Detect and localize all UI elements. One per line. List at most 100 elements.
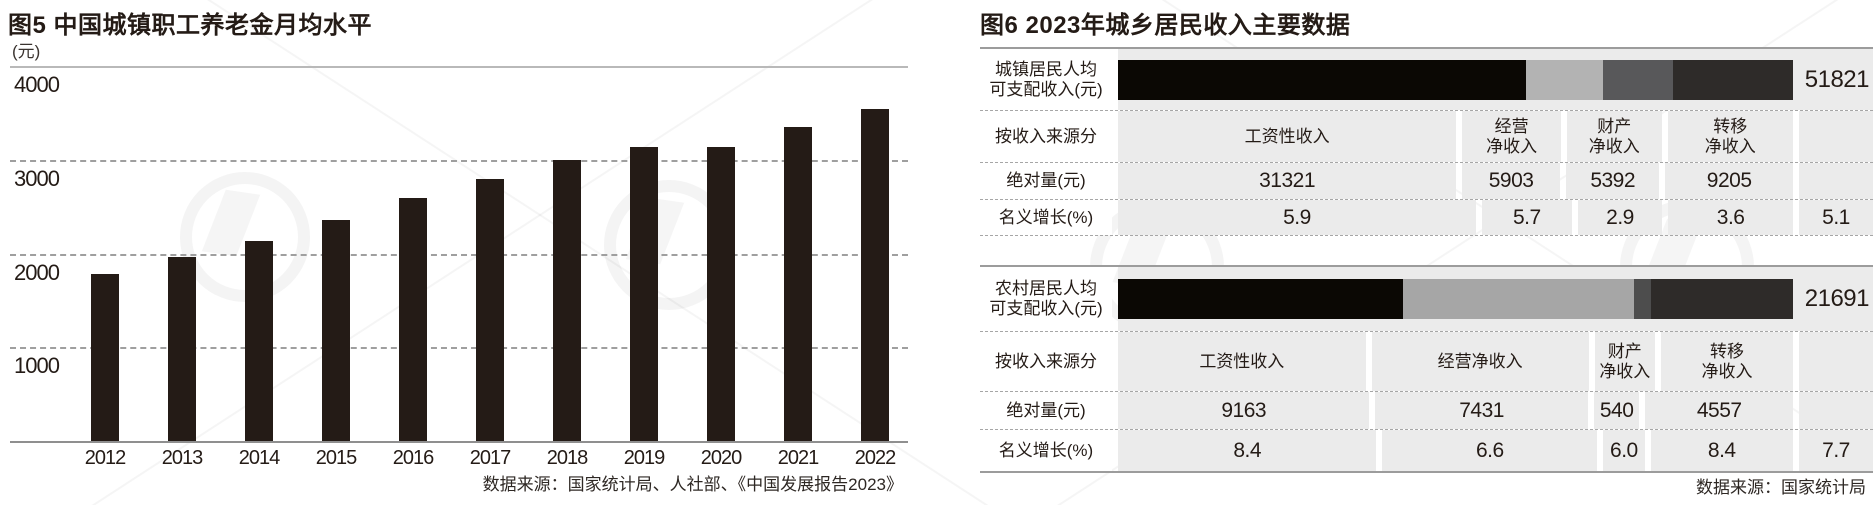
income-table: 城镇居民人均 可支配收入(元) 51821 按收入来源分 工资性收入 经营 净收入 财产 …	[980, 47, 1873, 473]
table-row: 按收入来源分 工资性收入 经营净收入 财产 净收入 转移 净收入	[980, 331, 1873, 391]
bar-segment	[1525, 59, 1603, 100]
bar-segment	[1118, 279, 1404, 319]
row-label: 城镇居民人均 可支配收入(元)	[980, 49, 1112, 110]
row-label: 农村居民人均 可支配收入(元)	[980, 267, 1112, 331]
bar-segment	[1651, 279, 1793, 319]
year-label: 2012	[84, 447, 127, 469]
table-row: 绝对量(元) 9163 7431 540 4557	[980, 391, 1873, 429]
income-table-chart: 图6 2023年城乡居民收入主要数据 城镇居民人均 可支配收入(元) 51821 按…	[980, 0, 1873, 505]
total-column-spacer	[1799, 332, 1873, 391]
grid-line	[10, 159, 908, 162]
row-label: 按收入来源分	[980, 111, 1112, 162]
row-label: 名义增长(%)	[980, 430, 1112, 471]
table-row: 名义增长(%) 8.4 6.6 6.0 8.4 7.7	[980, 429, 1873, 471]
total-value: 21691	[1804, 285, 1870, 312]
bar-2012	[91, 274, 119, 441]
bar-segment	[1403, 279, 1635, 319]
total-column-spacer	[1798, 163, 1873, 199]
cell-value: 9205	[1665, 163, 1793, 199]
total-column-spacer	[1799, 111, 1873, 162]
bar-2021	[784, 126, 812, 441]
column-header: 转移 净收入	[1667, 111, 1793, 162]
year-label: 2019	[623, 447, 666, 469]
cell-value: 4557	[1645, 392, 1793, 429]
y-axis-tick-label: 1000	[14, 353, 60, 379]
bar-2022	[861, 109, 889, 441]
year-label: 2022	[854, 447, 897, 469]
pension-bar-chart: 图5 中国城镇职工养老金月均水平 (元) 4000 3000 2000 1000 201…	[8, 12, 908, 494]
grid-line	[10, 347, 908, 350]
column-header: 经营净收入	[1371, 332, 1589, 391]
table-row: 按收入来源分 工资性收入 经营 净收入 财产 净收入 转移 净收入	[980, 110, 1873, 162]
stacked-bar-cell: 51821	[1118, 49, 1873, 110]
row-label: 按收入来源分	[980, 332, 1112, 391]
bar-2015	[322, 219, 350, 441]
y-axis-tick-label: 2000	[14, 259, 60, 285]
left-chart-title: 图5 中国城镇职工养老金月均水平	[8, 12, 373, 39]
x-axis-line	[10, 441, 908, 443]
right-chart-source: 数据来源：国家统计局	[1696, 478, 1866, 497]
bar-segment	[1118, 59, 1526, 100]
cell-value: 2.9	[1577, 200, 1663, 235]
cell-value: 6.6	[1382, 430, 1598, 471]
column-header: 转移 净收入	[1661, 332, 1793, 391]
table-row: 名义增长(%) 5.9 5.7 2.9 3.6 5.1	[980, 199, 1873, 235]
bar-2019	[630, 146, 658, 441]
table-row: 城镇居民人均 可支配收入(元) 51821	[980, 49, 1873, 110]
year-label: 2016	[392, 447, 435, 469]
cell-value: 8.4	[1650, 430, 1793, 471]
total-growth-value: 5.1	[1799, 200, 1873, 235]
year-label: 2021	[777, 447, 820, 469]
table-row: 农村居民人均 可支配收入(元) 21691	[980, 267, 1873, 331]
cell-value: 5.7	[1481, 200, 1572, 235]
year-label: 2013	[161, 447, 204, 469]
column-header: 经营 净收入	[1462, 111, 1561, 162]
stacked-bar	[1118, 59, 1793, 100]
bar-segment	[1634, 279, 1652, 319]
table-row: 绝对量(元) 31321 5903 5392 9205	[980, 162, 1873, 199]
cell-value: 3.6	[1668, 200, 1793, 235]
column-header: 工资性收入	[1118, 111, 1457, 162]
cell-value: 5.9	[1118, 200, 1476, 235]
grid-line	[10, 66, 908, 68]
income-block-urban: 城镇居民人均 可支配收入(元) 51821 按收入来源分 工资性收入 经营 净收入 财产 …	[980, 47, 1873, 236]
left-chart-source: 数据来源：国家统计局、人社部、《中国发展报告2023》	[482, 475, 903, 494]
cell-value: 7431	[1375, 392, 1588, 429]
cell-value: 8.4	[1118, 430, 1377, 471]
cell-value: 5392	[1566, 163, 1660, 199]
y-axis-tick-label: 3000	[14, 165, 60, 191]
cell-value: 540	[1593, 392, 1640, 429]
left-chart-unit-label: (元)	[12, 42, 41, 61]
row-label: 名义增长(%)	[980, 200, 1112, 235]
row-label: 绝对量(元)	[980, 392, 1112, 429]
cell-value: 31321	[1118, 163, 1457, 199]
total-column-spacer	[1799, 392, 1873, 429]
cell-value: 5903	[1462, 163, 1561, 199]
cell-value: 6.0	[1603, 430, 1645, 471]
total-value: 51821	[1804, 65, 1870, 93]
column-header: 财产 净收入	[1594, 332, 1656, 391]
bar-2017	[476, 179, 504, 441]
bar-2014	[245, 241, 273, 441]
y-axis-tick-label: 4000	[14, 72, 60, 97]
year-label: 2014	[238, 447, 281, 469]
year-label: 2015	[315, 447, 358, 469]
grid-line	[10, 253, 908, 256]
stacked-bar	[1118, 279, 1793, 319]
stacked-bar-cell: 21691	[1118, 267, 1873, 331]
year-label: 2020	[700, 447, 743, 469]
bar-2018	[553, 159, 581, 441]
right-chart-title: 图6 2023年城乡居民收入主要数据	[980, 12, 1351, 39]
bar-2016	[399, 198, 427, 441]
bar-segment	[1673, 59, 1793, 100]
total-growth-value: 7.7	[1799, 430, 1873, 471]
column-header: 财产 净收入	[1566, 111, 1662, 162]
cell-value: 9163	[1118, 392, 1370, 429]
bar-2013	[168, 257, 196, 441]
bar-segment	[1602, 59, 1674, 100]
income-block-rural: 农村居民人均 可支配收入(元) 21691 按收入来源分 工资性收入 经营净收入 财产 净…	[980, 265, 1873, 473]
year-label: 2017	[469, 447, 512, 469]
year-label: 2018	[546, 447, 589, 469]
row-label: 绝对量(元)	[980, 163, 1112, 199]
